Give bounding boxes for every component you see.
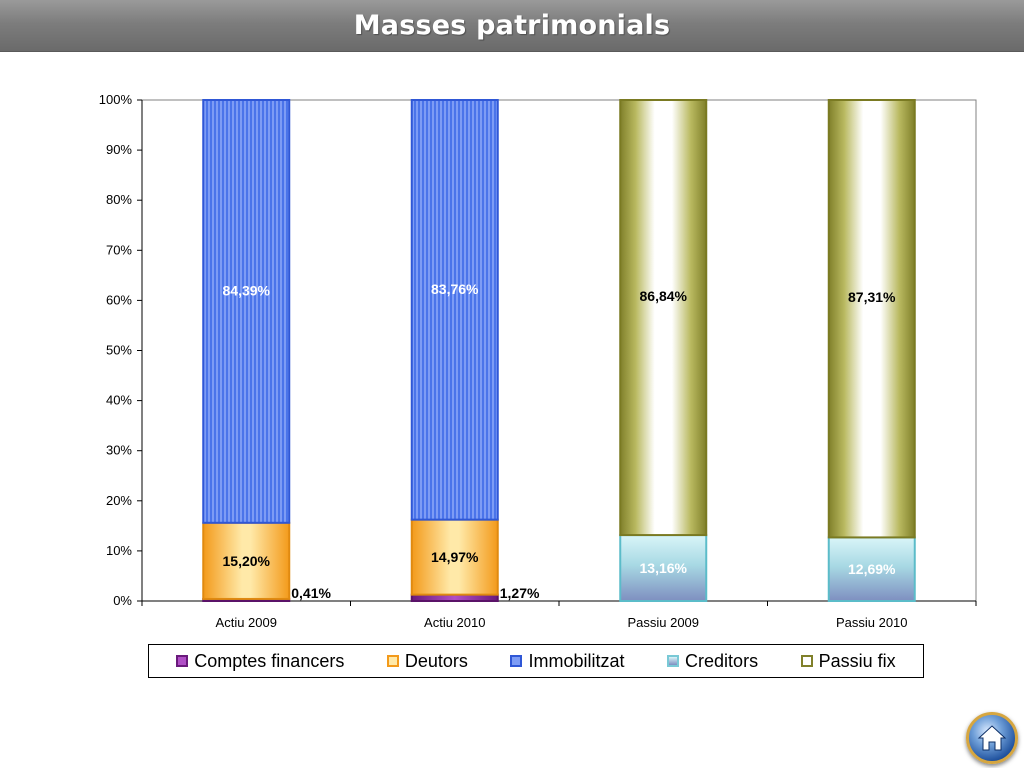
data-label: 15,20%: [223, 553, 271, 569]
data-label: 84,39%: [223, 282, 271, 298]
legend-label: Creditors: [685, 650, 759, 671]
y-tick-label: 80%: [106, 192, 132, 207]
home-button[interactable]: [966, 712, 1018, 764]
legend-label: Passiu fix: [818, 650, 896, 671]
y-tick-label: 0%: [113, 593, 132, 608]
bar-segment-immobilitzat: [202, 99, 291, 524]
y-tick-label: 100%: [99, 92, 133, 107]
bar-segment-passiu_fix: [619, 99, 708, 537]
data-label: 12,69%: [848, 561, 896, 577]
page-title: Masses patrimonials: [353, 10, 671, 41]
data-label: 14,97%: [431, 549, 479, 565]
legend-swatch-passiu-fix: [800, 655, 813, 667]
y-tick-label: 20%: [106, 493, 132, 508]
y-tick-label: 50%: [106, 343, 132, 358]
legend-item-comptes-financers: Comptes financers: [176, 651, 344, 672]
bar-segment-creditors: [619, 534, 708, 603]
data-label: 86,84%: [640, 288, 688, 304]
home-icon: [977, 725, 1007, 751]
legend-label: Comptes financers: [194, 650, 345, 671]
data-label: 0,41%: [291, 585, 331, 601]
bar-segment-passiu_fix: [827, 99, 916, 539]
y-tick-label: 60%: [106, 292, 132, 307]
legend-swatch-immobilitzat: [510, 655, 523, 667]
legend-label: Deutors: [404, 650, 468, 671]
y-tick-label: 10%: [106, 543, 132, 558]
bar-segment-deutors: [410, 518, 499, 596]
legend-label: Immobilitzat: [528, 650, 625, 671]
title-bar: Masses patrimonials: [0, 0, 1024, 52]
y-tick-label: 40%: [106, 393, 132, 408]
legend-item-creditors: Creditors: [667, 651, 758, 672]
data-label: 1,27%: [500, 585, 540, 601]
y-tick-label: 90%: [106, 142, 132, 157]
data-label: 87,31%: [848, 289, 896, 305]
x-tick-label: Passiu 2009: [627, 615, 699, 630]
bar-segment-deutors: [202, 521, 291, 600]
x-tick-label: Actiu 2009: [216, 615, 277, 630]
legend-swatch-creditors: [667, 655, 680, 667]
legend-item-passiu-fix: Passiu fix: [800, 650, 896, 672]
y-tick-label: 70%: [106, 242, 132, 257]
bar-segment-immobilitzat: [410, 99, 499, 521]
x-tick-label: Passiu 2010: [836, 615, 908, 630]
x-tick-label: Actiu 2010: [424, 615, 485, 630]
stacked-bar-chart: 0% 10% 20% 30% 40% 50% 60% 70% 80% 90% 100% Actiu 2…: [99, 92, 977, 630]
legend-item-deutors: Deutors: [386, 650, 468, 672]
chart-legend: Comptes financers Deutors Immobilitzat C…: [148, 644, 924, 678]
y-tick-label: 30%: [106, 443, 132, 458]
data-label: 83,76%: [431, 281, 479, 297]
legend-item-immobilitzat: Immobilitzat: [510, 650, 625, 672]
data-label: 13,16%: [640, 560, 688, 576]
legend-swatch-deutors: [386, 655, 399, 667]
legend-swatch-comptes-financers: [176, 655, 189, 667]
